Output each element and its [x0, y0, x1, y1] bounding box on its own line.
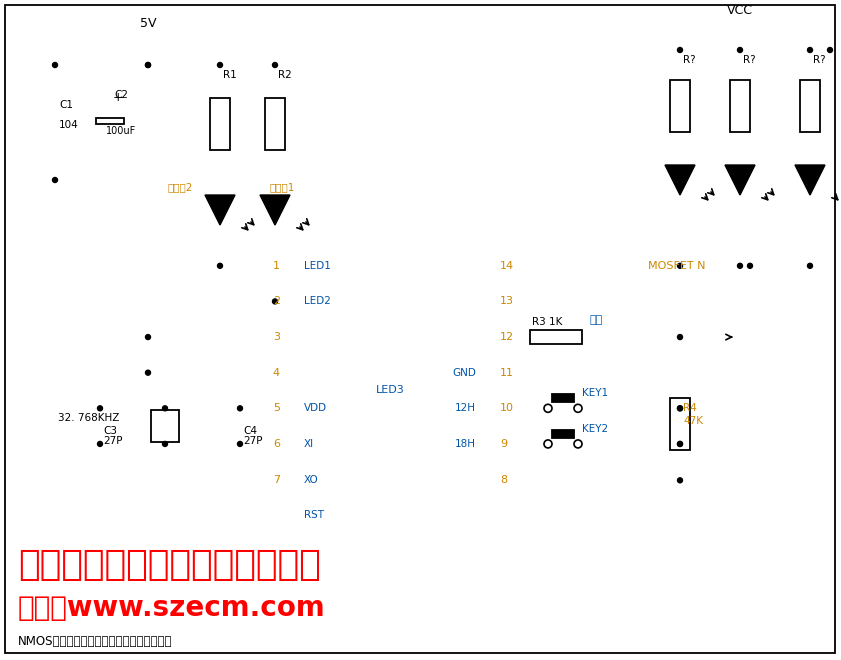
Text: 指示灯2: 指示灯2 — [168, 182, 193, 192]
Text: LED1: LED1 — [304, 261, 331, 271]
Circle shape — [807, 48, 812, 53]
Text: 10: 10 — [500, 403, 514, 413]
Circle shape — [678, 478, 683, 483]
Circle shape — [52, 178, 57, 183]
Circle shape — [237, 406, 242, 411]
Polygon shape — [665, 165, 695, 195]
Text: 1: 1 — [273, 261, 280, 271]
Bar — [265, 98, 285, 150]
Text: 6: 6 — [273, 439, 280, 449]
Bar — [670, 399, 690, 450]
Circle shape — [738, 48, 743, 53]
Text: 8: 8 — [500, 475, 507, 484]
Circle shape — [145, 335, 151, 339]
Circle shape — [218, 263, 223, 269]
Text: MOSFET N: MOSFET N — [648, 261, 706, 271]
Bar — [552, 430, 574, 438]
Text: 12H: 12H — [455, 403, 476, 413]
Text: 深圳市丽晶微电子科技有限公司: 深圳市丽晶微电子科技有限公司 — [18, 548, 320, 582]
Text: 9: 9 — [500, 439, 507, 449]
Polygon shape — [260, 195, 290, 225]
Text: 3: 3 — [273, 332, 280, 342]
Circle shape — [272, 63, 278, 67]
Text: 27P: 27P — [243, 436, 262, 446]
Text: R?: R? — [813, 55, 826, 65]
Text: R4: R4 — [683, 403, 696, 413]
Text: KEY2: KEY2 — [582, 424, 608, 434]
Circle shape — [145, 63, 151, 67]
Circle shape — [272, 299, 278, 304]
Text: R?: R? — [683, 55, 696, 65]
Bar — [552, 394, 574, 403]
Text: GND: GND — [452, 368, 476, 378]
Text: C4: C4 — [243, 426, 257, 436]
Text: 32. 768KHZ: 32. 768KHZ — [58, 413, 119, 423]
Text: R?: R? — [743, 55, 755, 65]
Circle shape — [218, 63, 223, 67]
Text: C1: C1 — [59, 100, 73, 110]
Circle shape — [145, 63, 151, 67]
Text: 12: 12 — [500, 332, 514, 342]
Bar — [730, 80, 750, 132]
Circle shape — [162, 406, 167, 411]
Text: LED3: LED3 — [376, 385, 405, 395]
Circle shape — [678, 263, 683, 269]
Bar — [800, 80, 820, 132]
Text: 4: 4 — [272, 368, 280, 378]
Polygon shape — [795, 165, 825, 195]
Text: LED2: LED2 — [304, 296, 331, 306]
Circle shape — [678, 48, 683, 53]
Text: 27P: 27P — [103, 436, 123, 446]
Bar — [96, 118, 124, 124]
Text: 47K: 47K — [683, 416, 703, 426]
Text: 104: 104 — [59, 120, 79, 130]
Bar — [670, 80, 690, 132]
Text: R3 1K: R3 1K — [532, 317, 563, 327]
Text: +: + — [113, 91, 124, 104]
Text: 14: 14 — [500, 261, 514, 271]
Text: VCC: VCC — [727, 4, 753, 17]
Circle shape — [237, 442, 242, 446]
Circle shape — [678, 442, 683, 446]
Text: 指示灯1: 指示灯1 — [270, 182, 295, 192]
Text: 7: 7 — [272, 475, 280, 484]
Circle shape — [807, 263, 812, 269]
Text: 灯串: 灯串 — [590, 315, 603, 325]
Text: 5: 5 — [273, 403, 280, 413]
Bar — [530, 330, 582, 344]
Text: KEY1: KEY1 — [582, 388, 608, 399]
Text: C3: C3 — [103, 426, 117, 436]
Circle shape — [98, 442, 103, 446]
Circle shape — [738, 263, 743, 269]
Circle shape — [678, 406, 683, 411]
Text: 18H: 18H — [455, 439, 476, 449]
Circle shape — [162, 442, 167, 446]
Text: 官网：www.szecm.com: 官网：www.szecm.com — [18, 594, 325, 622]
Circle shape — [748, 263, 753, 269]
Text: C2: C2 — [114, 90, 128, 100]
Text: RST: RST — [304, 510, 324, 520]
Circle shape — [98, 406, 103, 411]
Text: NMOS管参数控制定时分组电源和电压二选取: NMOS管参数控制定时分组电源和电压二选取 — [18, 635, 172, 648]
Text: XI: XI — [304, 439, 315, 449]
Text: 11: 11 — [500, 368, 514, 378]
Polygon shape — [205, 195, 235, 225]
Text: 2: 2 — [272, 296, 280, 306]
Text: XO: XO — [304, 475, 319, 484]
Circle shape — [678, 406, 683, 411]
Circle shape — [828, 48, 833, 53]
Circle shape — [678, 335, 683, 339]
Bar — [151, 410, 179, 442]
Text: 100uF: 100uF — [106, 126, 136, 136]
Polygon shape — [725, 165, 755, 195]
Circle shape — [678, 442, 683, 446]
Text: R2: R2 — [278, 70, 292, 80]
Text: R1: R1 — [223, 70, 237, 80]
Bar — [210, 98, 230, 150]
Text: 5V: 5V — [140, 17, 156, 30]
Circle shape — [52, 63, 57, 67]
Circle shape — [145, 370, 151, 375]
Text: VDD: VDD — [304, 403, 327, 413]
Text: 13: 13 — [500, 296, 514, 306]
